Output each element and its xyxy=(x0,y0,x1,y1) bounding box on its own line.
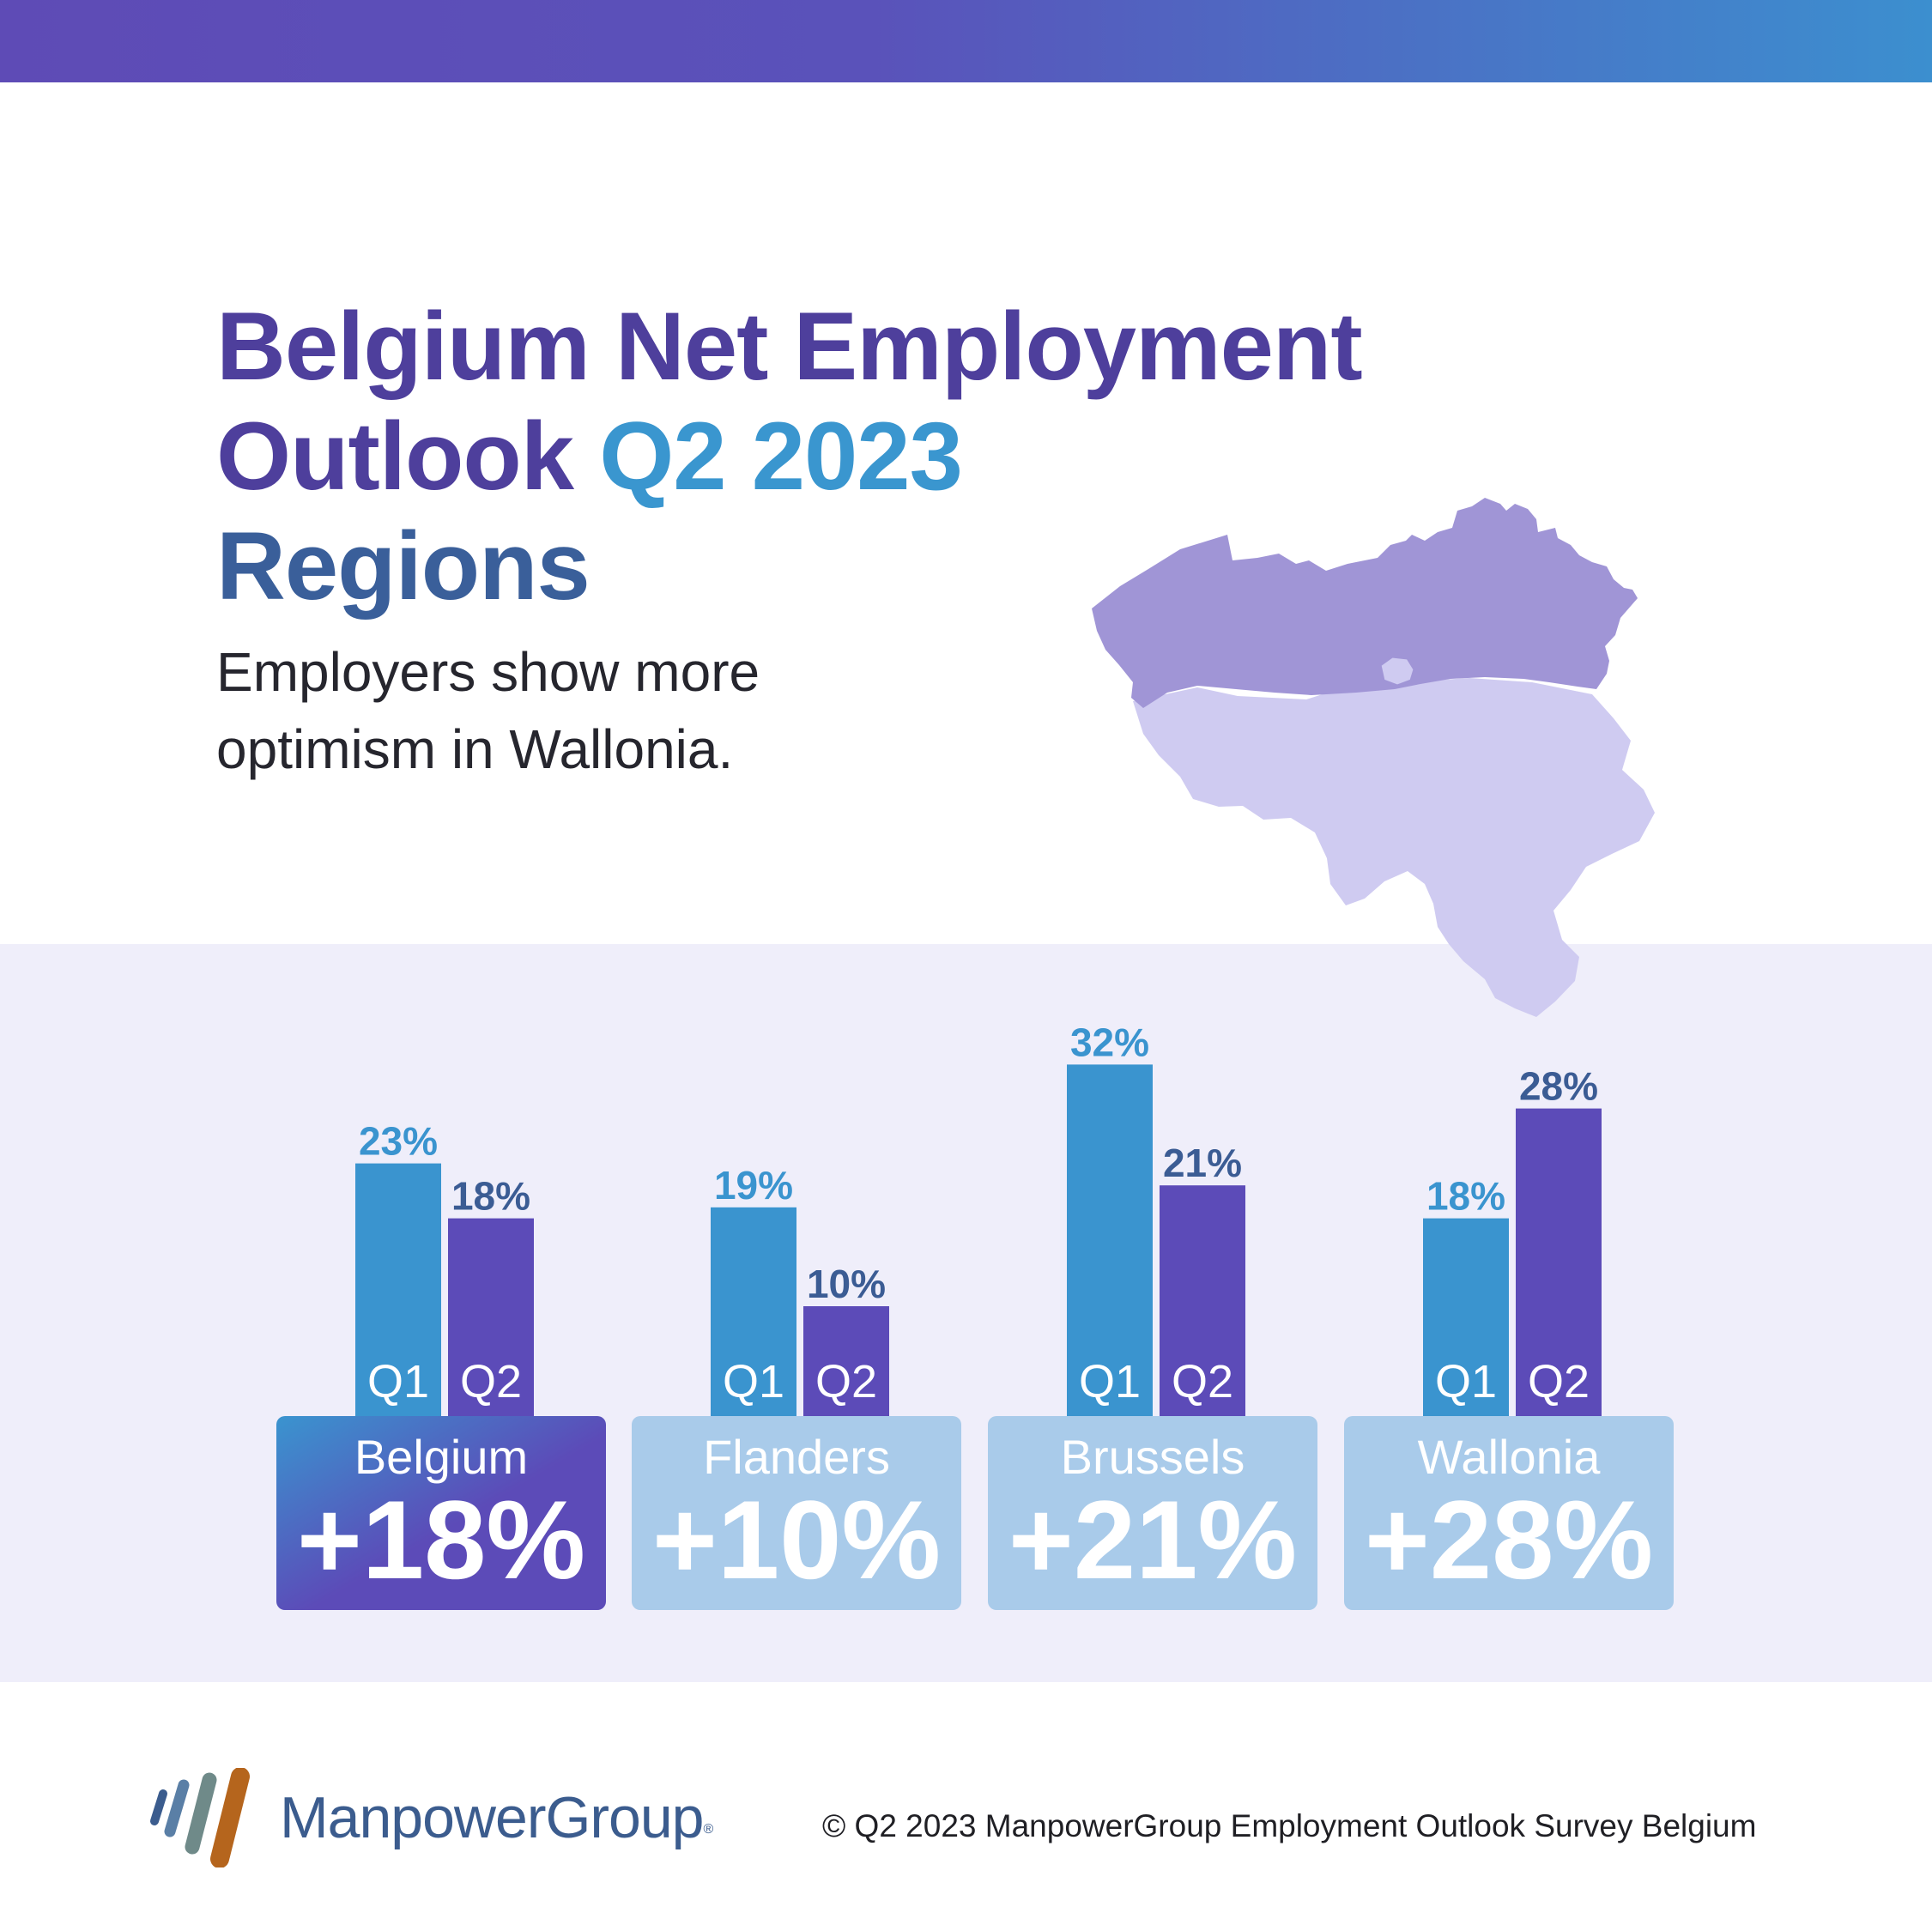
value-label-flanders-q2: 10% xyxy=(807,1262,886,1306)
top-gradient-bar xyxy=(0,0,1932,82)
series-label-flanders-q2: Q2 xyxy=(815,1356,877,1407)
card-headline-value-flanders: +10% xyxy=(651,1477,942,1602)
bar-belgium-q1 xyxy=(355,1163,441,1416)
brand-wordmark: ManpowerGroup xyxy=(280,1785,704,1850)
bar-group xyxy=(355,1064,1602,1416)
value-label-belgium-q1: 23% xyxy=(359,1119,438,1164)
page-title: Belgium Net Employment Outlook Q2 2023 R… xyxy=(216,292,1363,621)
series-label-wallonia-q2: Q2 xyxy=(1528,1356,1590,1407)
title-line-3: Regions xyxy=(216,512,591,620)
card-region-name-flanders: Flanders xyxy=(703,1430,890,1484)
value-label-brussels-q2: 21% xyxy=(1163,1141,1242,1185)
series-label-wallonia-q1: Q1 xyxy=(1435,1356,1497,1407)
series-label-brussels-q2: Q2 xyxy=(1172,1356,1233,1407)
card-flanders xyxy=(632,1416,961,1610)
series-label-belgium-q1: Q1 xyxy=(367,1356,429,1407)
belgium-map xyxy=(1092,498,1655,1017)
bar-belgium-q2 xyxy=(448,1218,534,1416)
card-region-name-belgium: Belgium xyxy=(354,1430,529,1484)
bar-flanders-q1 xyxy=(711,1207,796,1416)
bar-flanders-q2 xyxy=(803,1306,889,1416)
series-label-flanders-q1: Q1 xyxy=(723,1356,784,1407)
bar-wallonia-q1 xyxy=(1423,1218,1509,1416)
value-label-flanders-q1: 19% xyxy=(714,1163,793,1208)
card-belgium xyxy=(276,1416,606,1610)
copyright-text: © Q2 2023 ManpowerGroup Employment Outlo… xyxy=(822,1808,1757,1843)
value-label-wallonia-q1: 18% xyxy=(1426,1174,1505,1219)
map-brussels-region xyxy=(1378,655,1416,687)
card-headline-value-brussels: +21% xyxy=(1008,1477,1298,1602)
bar-labels: 23% Q1 18% Q2 19% Q1 10% Q2 32% Q1 21% Q2 18% Q1 28% Q2 xyxy=(359,1020,1598,1407)
value-label-wallonia-q2: 28% xyxy=(1519,1064,1598,1109)
card-headline-value-wallonia: +28% xyxy=(1364,1477,1654,1602)
bar-brussels-q2 xyxy=(1160,1185,1245,1416)
series-label-belgium-q2: Q2 xyxy=(460,1356,522,1407)
card-wallonia xyxy=(1344,1416,1674,1610)
series-label-brussels-q1: Q1 xyxy=(1079,1356,1141,1407)
brand-name: ManpowerGroup® xyxy=(280,1782,713,1854)
manpowergroup-logo-icon xyxy=(150,1768,250,1867)
value-label-belgium-q2: 18% xyxy=(451,1174,530,1219)
subtitle-line-2: optimism in Wallonia. xyxy=(216,718,734,780)
title-line-2a: Outlook xyxy=(216,403,600,510)
title-line-1: Belgium Net Employment xyxy=(216,293,1363,400)
map-flanders-region xyxy=(1092,498,1638,708)
card-brussels xyxy=(988,1416,1317,1610)
value-label-brussels-q1: 32% xyxy=(1070,1020,1149,1064)
title-quarter: Q2 2023 xyxy=(599,403,963,510)
card-region-name-brussels: Brussels xyxy=(1060,1430,1245,1484)
bar-brussels-q1 xyxy=(1067,1064,1153,1416)
card-headline-value-belgium: +18% xyxy=(296,1477,586,1602)
card-region-name-wallonia: Wallonia xyxy=(1417,1430,1601,1484)
bar-wallonia-q2 xyxy=(1516,1108,1602,1416)
region-cards xyxy=(276,1416,1674,1610)
map-wallonia-region xyxy=(1133,678,1655,1017)
subtitle: Employers show more optimism in Wallonia… xyxy=(216,633,760,788)
registered-mark: ® xyxy=(703,1822,713,1837)
subtitle-line-1: Employers show more xyxy=(216,641,760,703)
